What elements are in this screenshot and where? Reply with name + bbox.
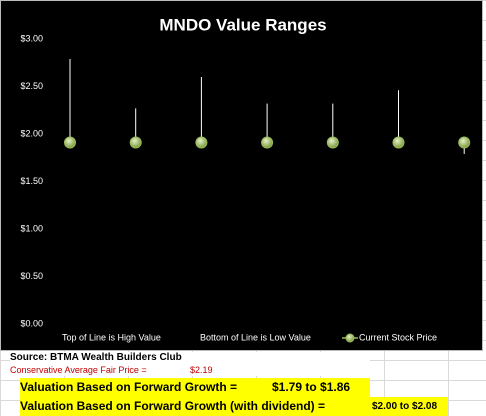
- legend-label: Current Stock Price: [359, 332, 437, 342]
- valuation-value: $1.79 to $1.86: [272, 380, 351, 394]
- y-tick-label: $3.00: [20, 33, 43, 43]
- y-tick-label: $1.00: [20, 223, 43, 233]
- chart-title: MNDO Value Ranges: [159, 15, 326, 34]
- y-tick-label: $0.50: [20, 271, 43, 281]
- price-marker: [129, 136, 142, 149]
- fair-price-row: Conservative Average Fair Price = $2.19: [10, 364, 370, 376]
- valuation-row: Valuation Based on Forward Growth (with …: [20, 397, 448, 416]
- chart-area: [0, 0, 483, 351]
- fair-price: $2.19: [190, 365, 213, 375]
- legend-label: Bottom of Line is Low Value: [200, 332, 311, 342]
- fair-price-label: Conservative Average Fair Price =: [10, 365, 147, 375]
- source: Source: BTMA Wealth Builders Club: [10, 352, 370, 364]
- legend-marker: [345, 333, 355, 343]
- y-tick-label: $2.50: [20, 81, 43, 91]
- valuation-row: Valuation Based on Forward Growth = $1.7…: [20, 378, 370, 397]
- y-tick-label: $2.00: [20, 128, 43, 138]
- valuation-value: $2.00 to $2.08: [372, 401, 438, 412]
- price-marker: [392, 136, 405, 149]
- price-marker: [261, 136, 274, 149]
- price-marker: [458, 136, 471, 149]
- price-marker: [195, 136, 208, 149]
- y-tick-label: $0.00: [20, 318, 43, 328]
- valuation-label: Valuation Based on Forward Growth =: [20, 380, 238, 394]
- valuation-label: Valuation Based on Forward Growth (with …: [20, 399, 326, 413]
- legend-label: Top of Line is High Value: [62, 332, 161, 342]
- price-marker: [64, 136, 76, 149]
- price-marker: [326, 136, 339, 149]
- y-tick-label: $1.50: [20, 176, 43, 186]
- chart: MNDO Value Ranges $0.00 $0.50 $1.00 $1.50 $2…: [0, 0, 483, 351]
